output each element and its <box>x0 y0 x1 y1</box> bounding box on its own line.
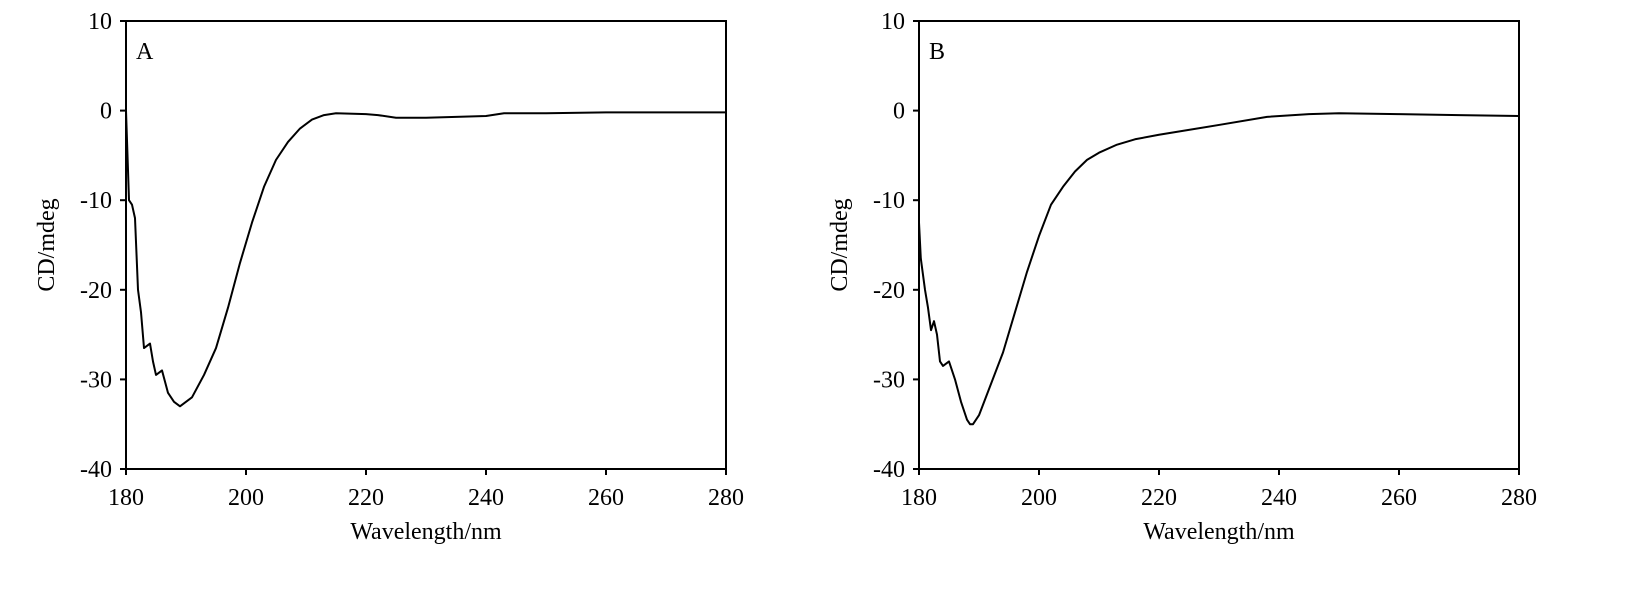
x-tick-label: 220 <box>1141 485 1177 511</box>
x-tick-label: 260 <box>588 485 624 511</box>
y-tick-label: -40 <box>873 457 905 483</box>
x-tick-label: 240 <box>468 485 504 511</box>
x-axis-label: Wavelength/nm <box>1143 519 1295 545</box>
y-axis-label: CD/mdeg <box>827 198 853 291</box>
y-tick-label: -30 <box>873 367 905 393</box>
y-axis-label: CD/mdeg <box>34 198 60 291</box>
x-tick-label: 180 <box>901 485 937 511</box>
x-tick-label: 280 <box>1501 485 1537 511</box>
x-tick-label: 280 <box>708 485 744 511</box>
panel-label: A <box>136 39 154 65</box>
x-tick-label: 200 <box>1021 485 1057 511</box>
plot-frame <box>918 20 1520 470</box>
x-tick-label: 220 <box>348 485 384 511</box>
x-tick-label: 240 <box>1261 485 1297 511</box>
data-line <box>918 112 1520 426</box>
y-tick-label: 10 <box>88 9 112 35</box>
y-tick-label: -10 <box>80 188 112 214</box>
x-tick-label: 260 <box>1381 485 1417 511</box>
data-line <box>125 110 726 408</box>
y-tick-label: -40 <box>80 457 112 483</box>
y-tick-label: -10 <box>873 188 905 214</box>
x-tick-label: 180 <box>108 485 144 511</box>
y-tick-label: -20 <box>80 278 112 304</box>
y-tick-label: -20 <box>873 278 905 304</box>
y-tick-label: 0 <box>893 99 905 125</box>
plot-frame <box>125 20 727 470</box>
y-tick-label: -30 <box>80 367 112 393</box>
x-axis-label: Wavelength/nm <box>350 519 502 545</box>
x-tick-label: 200 <box>228 485 264 511</box>
panel-label: B <box>929 39 945 65</box>
y-tick-label: 0 <box>100 99 112 125</box>
y-tick-label: 10 <box>881 9 905 35</box>
